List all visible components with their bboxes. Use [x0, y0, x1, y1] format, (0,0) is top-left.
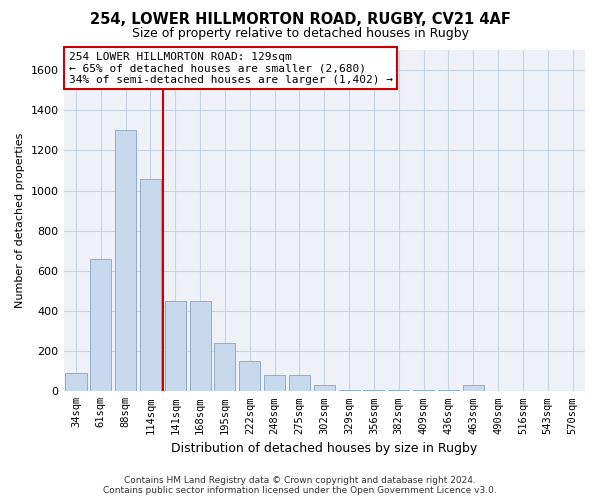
Bar	[264, 375, 285, 392]
Bar	[289, 375, 310, 392]
Bar	[90, 259, 112, 392]
Bar	[190, 301, 211, 392]
Bar	[488, 390, 509, 392]
Bar	[562, 390, 583, 392]
Bar	[463, 386, 484, 392]
X-axis label: Distribution of detached houses by size in Rugby: Distribution of detached houses by size …	[171, 442, 478, 455]
Bar	[438, 390, 459, 392]
Bar	[512, 390, 533, 392]
Text: 254, LOWER HILLMORTON ROAD, RUGBY, CV21 4AF: 254, LOWER HILLMORTON ROAD, RUGBY, CV21 …	[89, 12, 511, 28]
Bar	[65, 373, 86, 392]
Bar	[338, 390, 359, 392]
Y-axis label: Number of detached properties: Number of detached properties	[15, 133, 25, 308]
Bar	[364, 390, 385, 392]
Text: Size of property relative to detached houses in Rugby: Size of property relative to detached ho…	[131, 28, 469, 40]
Bar	[537, 390, 559, 392]
Text: 254 LOWER HILLMORTON ROAD: 129sqm
← 65% of detached houses are smaller (2,680)
3: 254 LOWER HILLMORTON ROAD: 129sqm ← 65% …	[69, 52, 393, 85]
Bar	[140, 180, 161, 392]
Bar	[314, 386, 335, 392]
Bar	[239, 361, 260, 392]
Bar	[413, 390, 434, 392]
Bar	[388, 390, 409, 392]
Text: Contains HM Land Registry data © Crown copyright and database right 2024.
Contai: Contains HM Land Registry data © Crown c…	[103, 476, 497, 495]
Bar	[165, 301, 186, 392]
Bar	[115, 130, 136, 392]
Bar	[214, 343, 235, 392]
